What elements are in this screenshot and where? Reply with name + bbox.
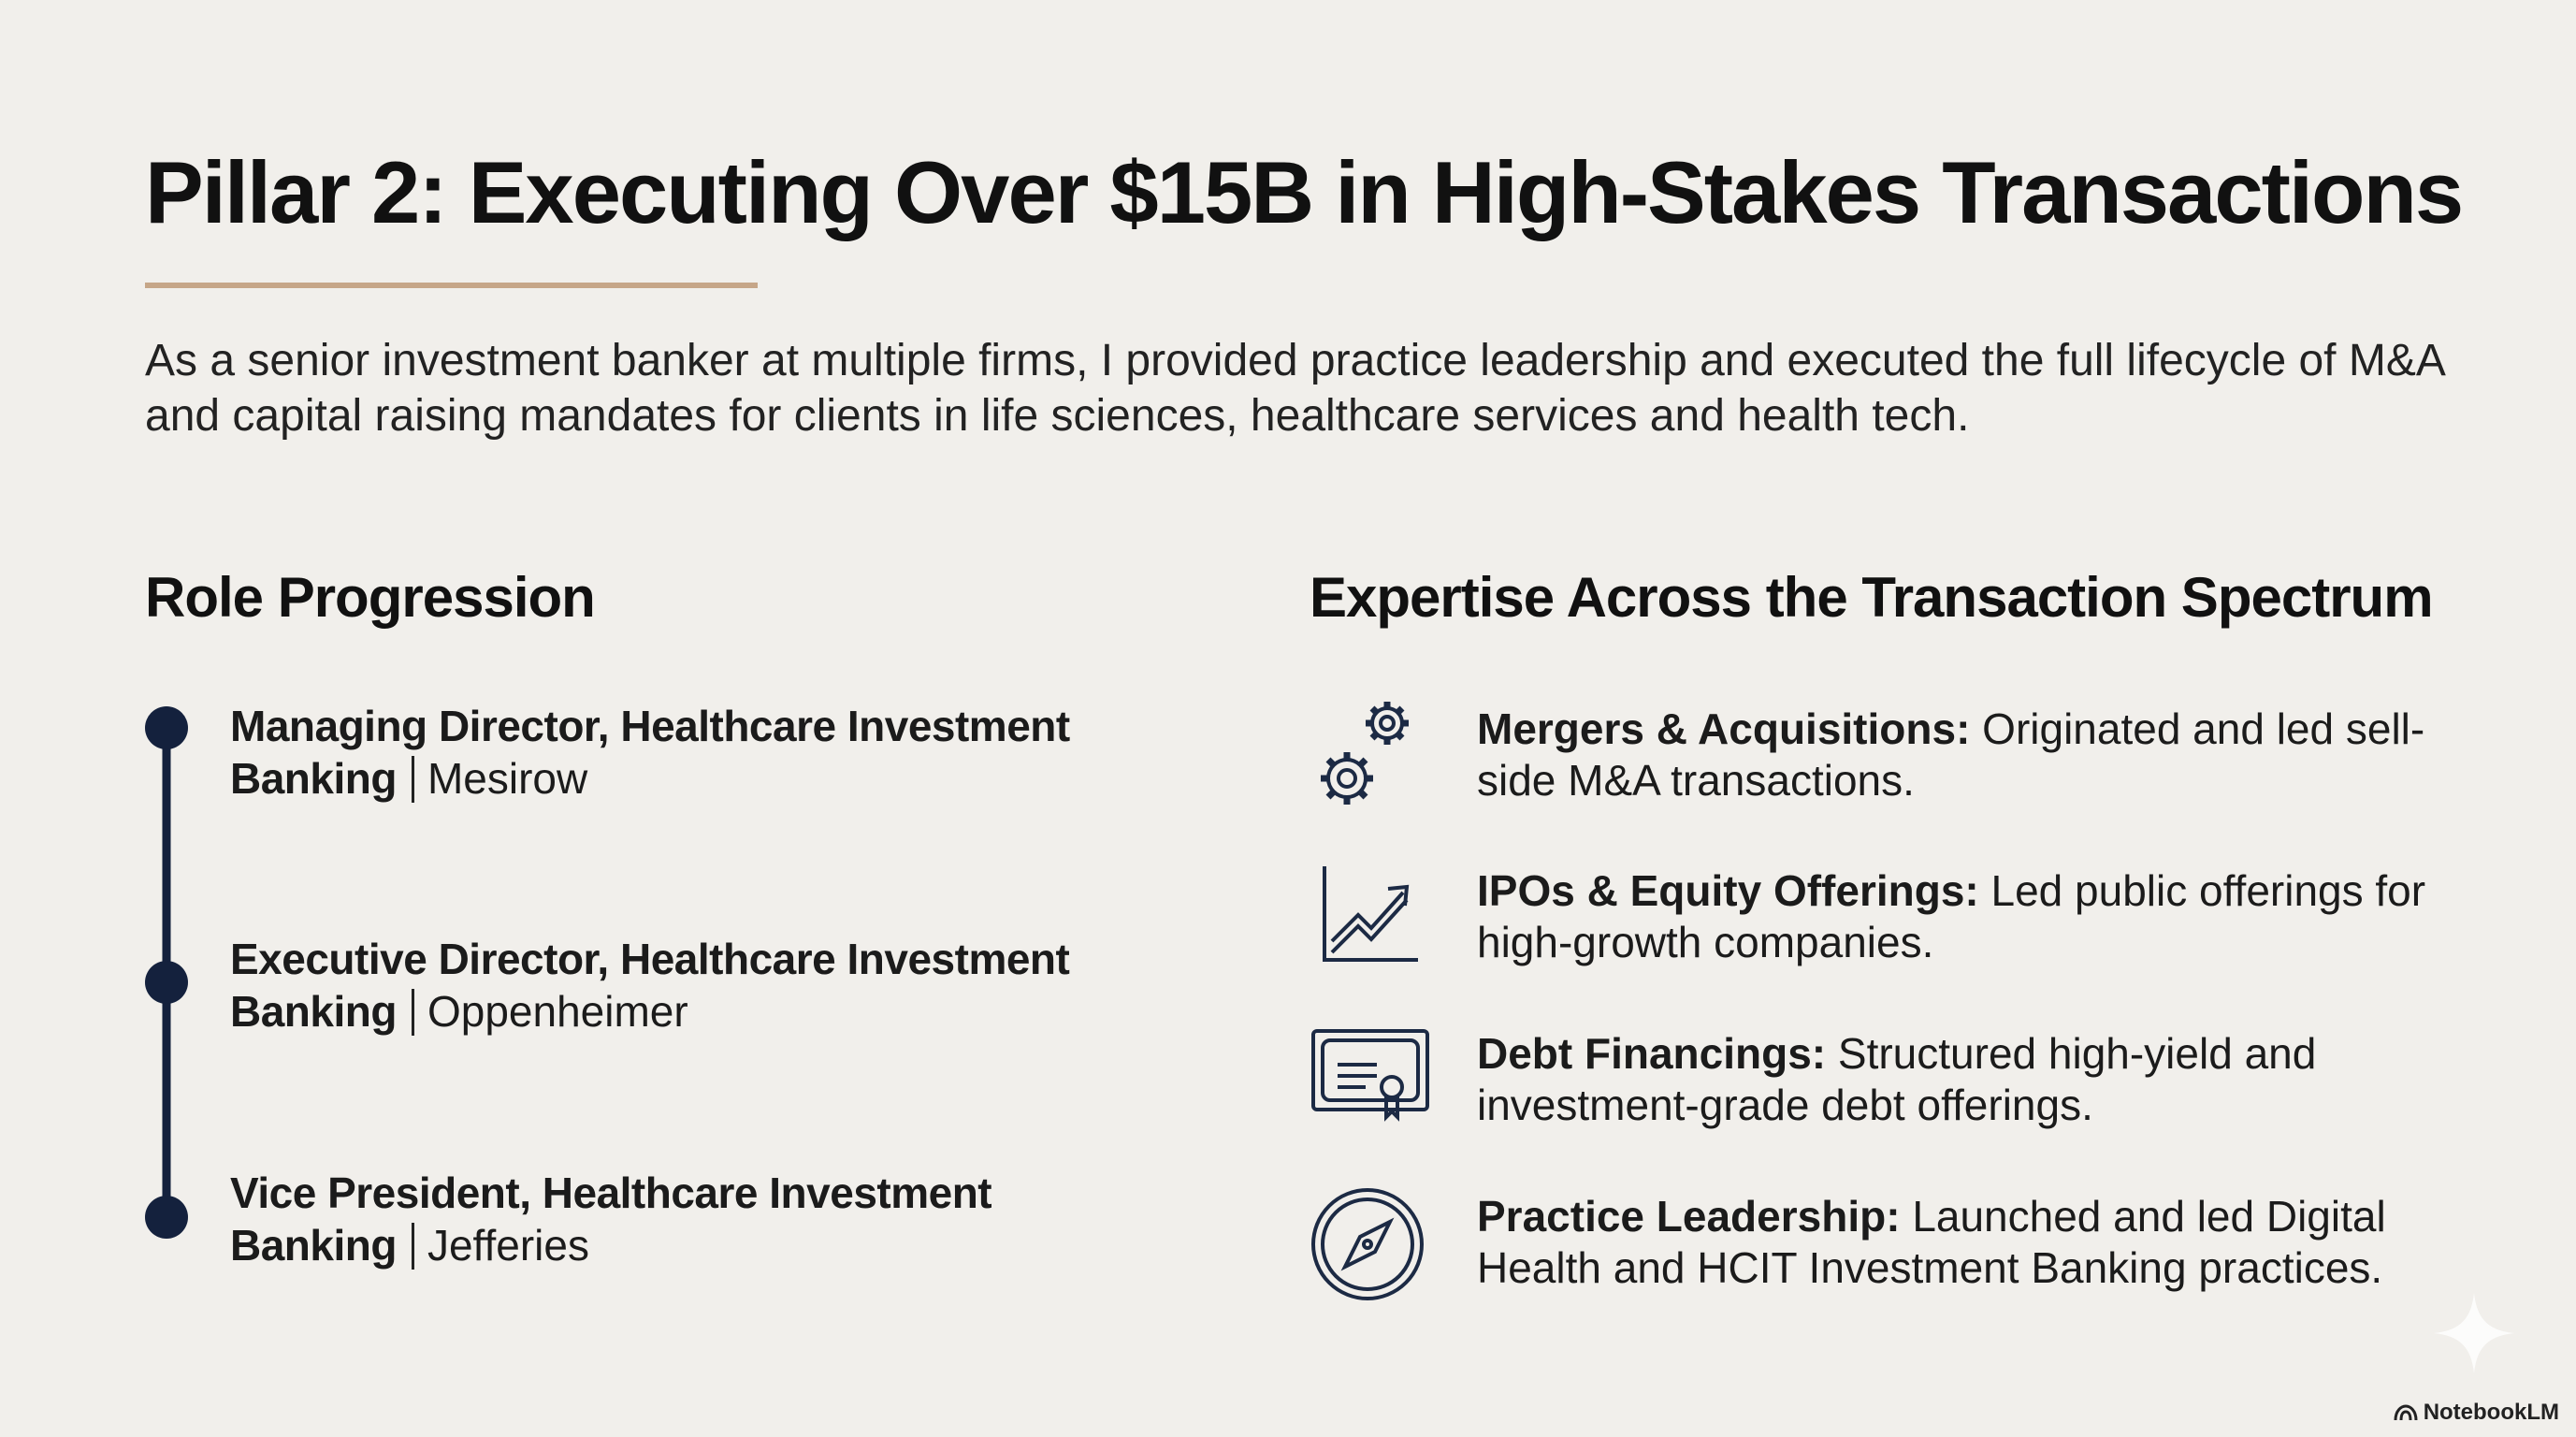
- role-title: Vice President, Healthcare Investment Ba…: [230, 1168, 992, 1270]
- role-firm: Mesirow: [427, 754, 588, 803]
- sparkle: [2434, 1293, 2514, 1373]
- role: Executive Director, Healthcare Investmen…: [230, 933, 1147, 1038]
- watermark-logo: [2394, 1404, 2418, 1421]
- role: Managing Director, Healthcare Investment…: [230, 700, 1147, 805]
- gears-icon: [1321, 702, 1409, 805]
- intro: As a senior investment banker at multipl…: [145, 336, 2444, 441]
- timeline: [145, 706, 188, 1239]
- role-firm: Jefferies: [427, 1221, 589, 1270]
- separator: [411, 1223, 414, 1270]
- expertise-text: Structured high-yield and investment-gra…: [1477, 1029, 2317, 1129]
- role-title: Executive Director, Healthcare Investmen…: [230, 935, 1070, 1036]
- certificate-icon: [1311, 1029, 1429, 1122]
- expertise-text: Led public offerings for high-growth com…: [1477, 866, 2426, 966]
- expertise-text: Originated and led sell-side M&A transac…: [1477, 704, 2425, 805]
- expertise-name: Practice Leadership:: [1477, 1192, 1901, 1241]
- expertise-name: Debt Financings:: [1477, 1029, 1827, 1078]
- growth-icon: [1323, 866, 1418, 962]
- separator: [411, 756, 414, 803]
- expertise-name: Mergers & Acquisitions:: [1477, 704, 1971, 753]
- section-heading: Expertise Across the Transaction Spectru…: [1310, 566, 2434, 629]
- separator: [411, 989, 414, 1036]
- expertise-item: IPOs & Equity Offerings: Led public offe…: [1477, 865, 2450, 968]
- section-heading: Role Progression: [145, 566, 596, 629]
- role: Vice President, Healthcare Investment Ba…: [230, 1167, 1147, 1271]
- watermark-text: NotebookLM: [2423, 1400, 2559, 1425]
- title-rule: [145, 283, 758, 288]
- expertise-item: Practice Leadership: Launched and led Di…: [1477, 1191, 2450, 1294]
- expertise-item: Debt Financings: Structured high-yield a…: [1477, 1028, 2450, 1131]
- expertise-name: IPOs & Equity Offerings:: [1477, 866, 1979, 915]
- role-firm: Oppenheimer: [427, 987, 688, 1036]
- title: Pillar 2: Executing Over $15B in High-St…: [145, 143, 2464, 241]
- expertise-item: Mergers & Acquisitions: Originated and l…: [1477, 704, 2450, 806]
- role-title: Managing Director, Healthcare Investment…: [230, 702, 1070, 803]
- expertise-text: Launched and led Digital Health and HCIT…: [1477, 1192, 2386, 1292]
- compass-icon: [1311, 1188, 1424, 1300]
- watermark: NotebookLM: [2394, 1400, 2559, 1426]
